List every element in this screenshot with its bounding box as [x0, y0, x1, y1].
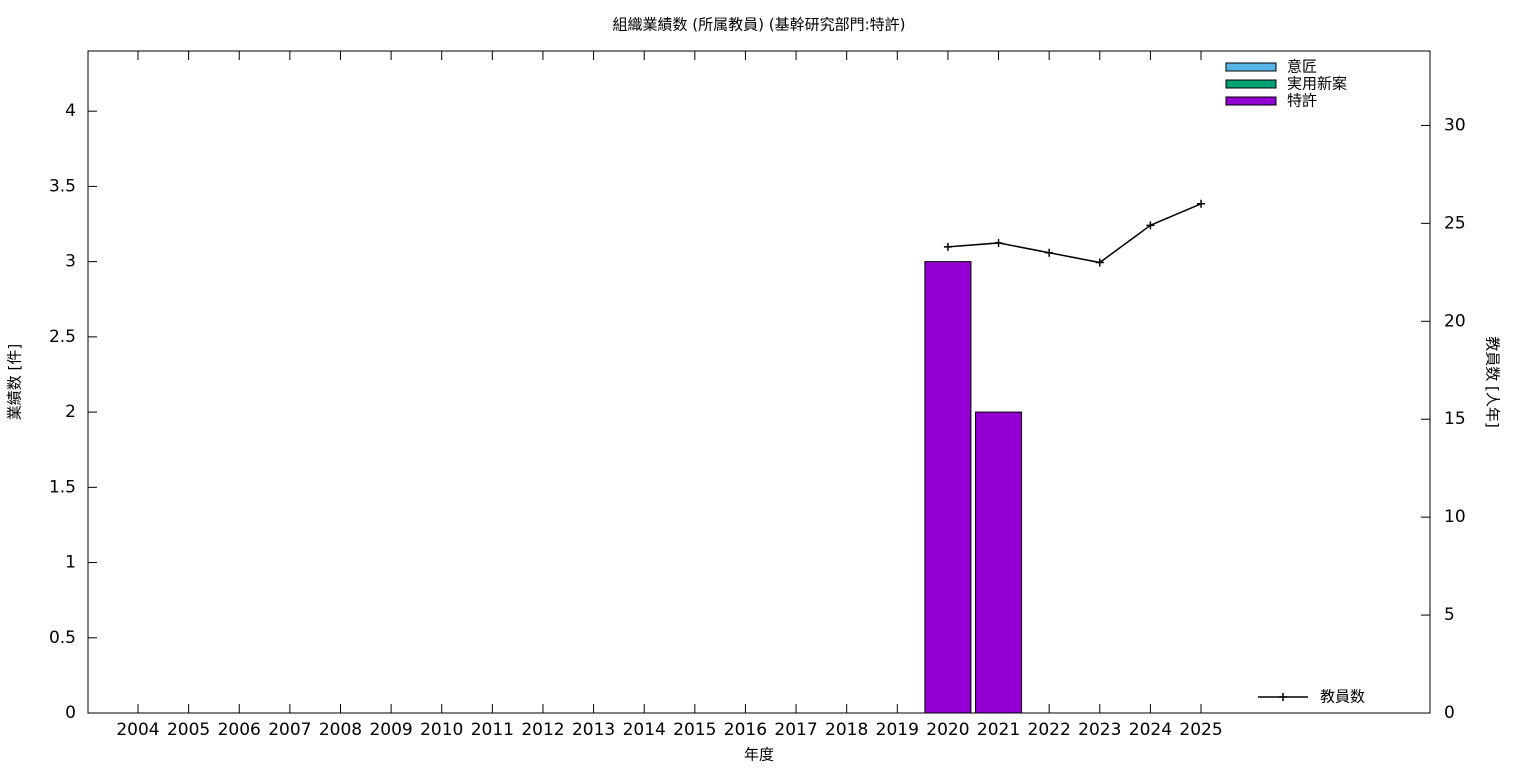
x-tick-label: 2022 [1028, 720, 1071, 740]
y-tick-label: 4 [65, 101, 76, 121]
y2-tick-label: 30 [1444, 115, 1466, 135]
point [943, 242, 952, 251]
bar [975, 411, 1023, 714]
x-tick-label: 2006 [218, 720, 261, 740]
x-tick-label: 2007 [268, 720, 311, 740]
y-axis-label: 業績数 [件] [6, 344, 24, 420]
x-tick-label: 2014 [623, 720, 666, 740]
x-tick-label: 2023 [1078, 720, 1121, 740]
y-tick-label: 1 [65, 553, 76, 573]
legend-label: 教員数 [1320, 688, 1365, 706]
y-tick-label: 3 [65, 252, 76, 272]
x-tick-label: 2012 [521, 720, 564, 740]
legend-swatch [1225, 79, 1277, 89]
legend-point [1279, 693, 1287, 701]
point [1197, 199, 1206, 208]
x-tick-label: 2020 [926, 720, 969, 740]
x-tick-label: 2021 [977, 720, 1020, 740]
y2-tick-label: 0 [1444, 703, 1455, 723]
y-tick-label: 0 [65, 703, 76, 723]
x-tick-label: 2024 [1129, 720, 1172, 740]
x-tick-label: 2005 [167, 720, 210, 740]
point [1045, 248, 1054, 257]
legend-swatch [1225, 96, 1277, 106]
x-tick-label: 2009 [369, 720, 412, 740]
y2-tick-label: 10 [1444, 507, 1466, 527]
point [994, 238, 1003, 247]
x-axis-label: 年度 [744, 746, 774, 764]
x-tick-label: 2025 [1179, 720, 1222, 740]
x-tick-label: 2004 [116, 720, 159, 740]
x-tick-label: 2010 [420, 720, 463, 740]
x-tick-label: 2015 [673, 720, 716, 740]
x-tick-label: 2019 [876, 720, 919, 740]
point [1095, 258, 1104, 267]
point [1146, 221, 1155, 230]
y2-tick-label: 5 [1444, 605, 1455, 625]
y-tick-label: 2.5 [49, 327, 76, 347]
y2-tick-label: 20 [1444, 311, 1466, 331]
plot-frame [87, 50, 1431, 714]
y2-axis-label: 教員数 [人年] [1484, 336, 1502, 427]
x-tick-label: 2011 [471, 720, 514, 740]
y2-tick-label: 15 [1444, 409, 1466, 429]
y-tick-label: 2 [65, 402, 76, 422]
chart-title: 組織業績数 (所属教員) (基幹研究部門:特許) [613, 16, 906, 34]
x-tick-label: 2016 [724, 720, 767, 740]
x-tick-label: 2008 [319, 720, 362, 740]
y-tick-label: 3.5 [49, 176, 76, 196]
line [947, 203, 1202, 264]
bar [924, 261, 972, 714]
legend-label: 意匠 [1287, 58, 1317, 76]
legend-label: 実用新案 [1287, 75, 1347, 93]
legend-swatch [1225, 62, 1277, 72]
y2-tick-label: 25 [1444, 213, 1466, 233]
x-tick-label: 2017 [774, 720, 817, 740]
legend-label: 特許 [1287, 92, 1317, 110]
x-tick-label: 2013 [572, 720, 615, 740]
x-tick-label: 2018 [825, 720, 868, 740]
y-tick-label: 0.5 [49, 628, 76, 648]
y-tick-label: 1.5 [49, 477, 76, 497]
